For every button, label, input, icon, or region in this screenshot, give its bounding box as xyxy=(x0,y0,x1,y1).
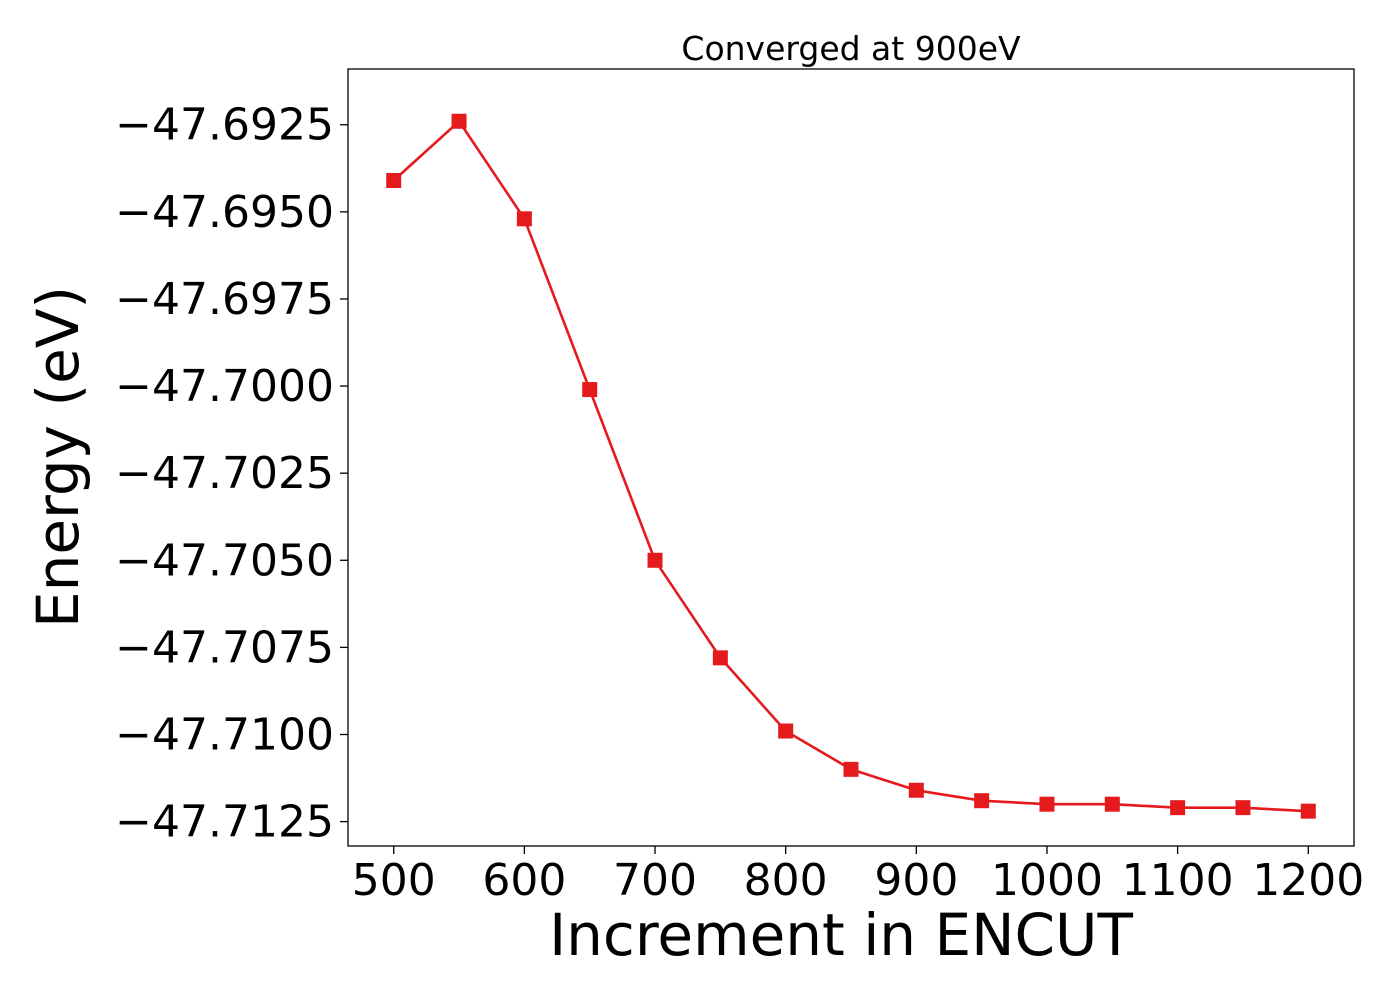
y-tick-label: −47.6925 xyxy=(115,100,334,151)
data-point-marker xyxy=(1300,803,1316,819)
data-point-marker xyxy=(843,761,859,777)
data-point-marker xyxy=(1170,800,1186,816)
data-point-marker xyxy=(1235,800,1251,816)
chart-title: Converged at 900eV xyxy=(681,29,1021,68)
data-point-marker xyxy=(974,793,990,809)
x-tick-label: 1000 xyxy=(991,855,1103,906)
data-point-marker xyxy=(582,382,598,398)
data-point-marker xyxy=(647,552,663,568)
y-axis-label: Energy (eV) xyxy=(24,286,92,628)
data-point-marker xyxy=(908,782,924,798)
y-tick-label: −47.7050 xyxy=(115,535,334,586)
x-tick-label: 800 xyxy=(744,855,828,906)
x-axis-ticks: 500 600 700 800 900 1000 1100 1200 xyxy=(352,846,1364,906)
data-point-marker xyxy=(778,723,794,739)
y-tick-label: −47.6950 xyxy=(115,187,334,238)
y-tick-label: −47.7025 xyxy=(115,448,334,499)
series-layer xyxy=(386,113,1316,819)
x-tick-label: 600 xyxy=(482,855,566,906)
y-tick-label: −47.7075 xyxy=(115,622,334,673)
data-point-marker xyxy=(386,172,402,188)
data-point-marker xyxy=(1104,796,1120,812)
y-tick-label: −47.7125 xyxy=(115,797,334,848)
data-point-marker xyxy=(516,211,532,227)
x-tick-label: 900 xyxy=(874,855,958,906)
x-axis-label: Increment in ENCUT xyxy=(549,901,1133,969)
data-point-marker xyxy=(712,650,728,666)
x-tick-label: 1100 xyxy=(1122,855,1234,906)
x-tick-label: 1200 xyxy=(1252,855,1364,906)
data-point-marker xyxy=(1039,796,1055,812)
data-point-marker xyxy=(451,113,467,129)
x-tick-label: 500 xyxy=(352,855,436,906)
plot-area-frame xyxy=(347,68,1355,847)
y-tick-label: −47.6975 xyxy=(115,274,334,325)
y-tick-label: −47.7000 xyxy=(115,361,334,412)
y-axis-ticks: −47.6925 −47.6950 −47.6975 −47.7000 −47.7025… xyxy=(115,100,348,848)
y-tick-label: −47.7100 xyxy=(115,710,334,761)
x-tick-label: 700 xyxy=(613,855,697,906)
